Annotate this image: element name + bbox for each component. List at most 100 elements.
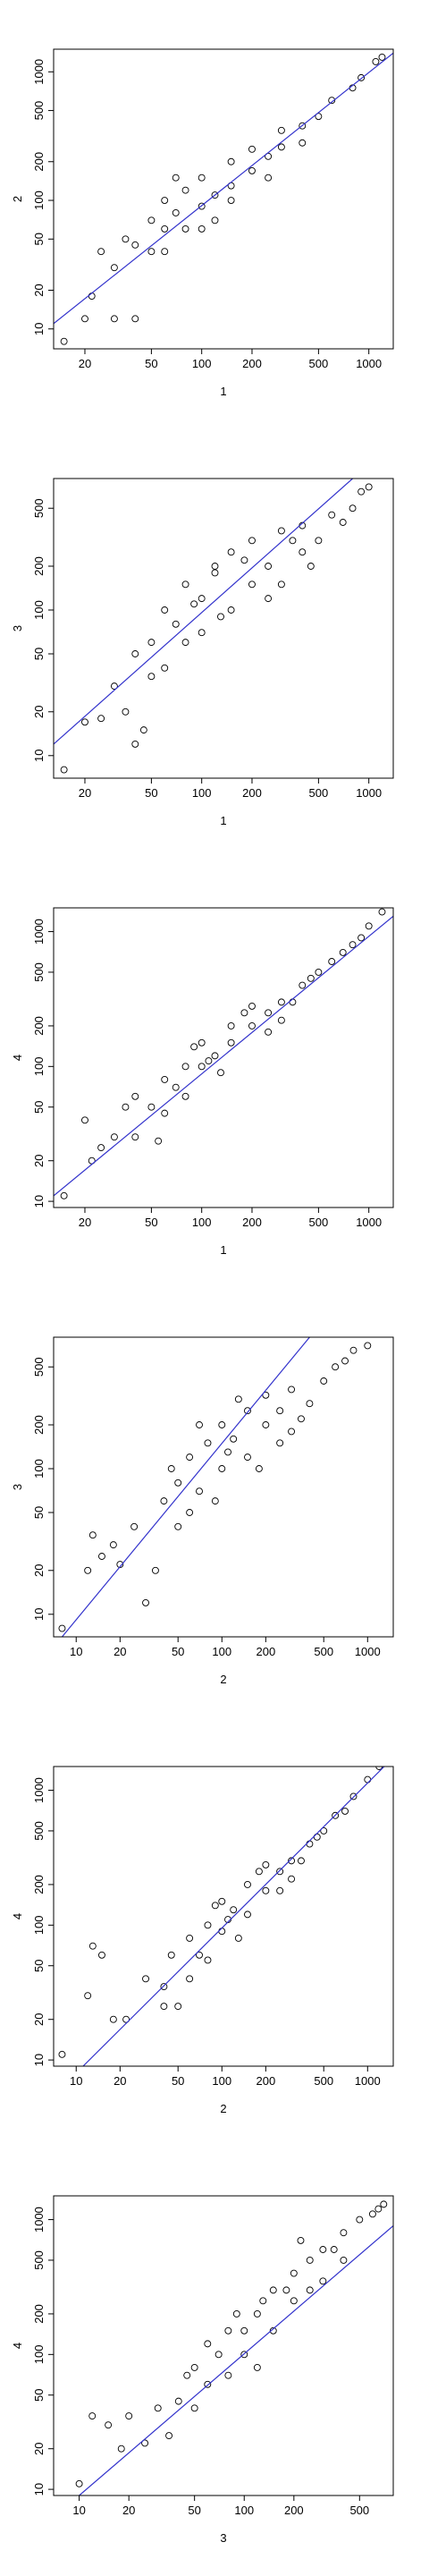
- point: [204, 1921, 212, 1929]
- point: [174, 2397, 182, 2405]
- point: [320, 1826, 328, 1835]
- point: [130, 1522, 139, 1530]
- point: [181, 225, 189, 233]
- point: [183, 2371, 191, 2379]
- point: [253, 2309, 261, 2318]
- point: [161, 225, 169, 233]
- x-tick-label: 500: [349, 2504, 369, 2517]
- point: [328, 97, 336, 105]
- point: [328, 511, 336, 519]
- point: [276, 1886, 284, 1894]
- point: [198, 174, 206, 182]
- point: [174, 2003, 182, 2011]
- point: [211, 1497, 219, 1505]
- point: [151, 1566, 159, 1574]
- point: [248, 166, 256, 174]
- y-tick-label: 500: [32, 498, 46, 518]
- x-tick-label: 10: [70, 1645, 82, 1658]
- y-tick-label: 20: [32, 1564, 46, 1577]
- x-tick-label: 1000: [356, 357, 382, 370]
- point: [110, 682, 118, 691]
- point: [198, 202, 206, 210]
- points: [58, 1337, 372, 1637]
- point: [60, 1191, 68, 1199]
- point: [277, 1016, 285, 1024]
- point: [196, 1951, 203, 1959]
- point: [198, 595, 206, 603]
- point: [262, 1421, 270, 1428]
- point: [60, 766, 68, 774]
- regression-line: [54, 479, 353, 745]
- point: [160, 2003, 168, 2011]
- point: [218, 1897, 226, 1905]
- point: [269, 2326, 277, 2334]
- point: [186, 1975, 194, 1983]
- point: [358, 487, 366, 496]
- scatter-panel: 20 50 100 200 500 1000 10 20 50 100 200 500 1000 1 2: [11, 48, 394, 398]
- point: [84, 1992, 92, 2000]
- point: [214, 2351, 223, 2359]
- point: [161, 664, 169, 672]
- y-tick-label: 200: [32, 1016, 46, 1036]
- y-tick-label: 20: [32, 284, 46, 296]
- point: [160, 1497, 168, 1505]
- point: [299, 139, 307, 147]
- point: [227, 157, 235, 165]
- point: [364, 1342, 372, 1350]
- point: [364, 1775, 372, 1784]
- point: [196, 1487, 203, 1496]
- x-axis-label: 1: [220, 1243, 226, 1257]
- point: [181, 1092, 189, 1100]
- point: [290, 2297, 298, 2305]
- point: [172, 1083, 180, 1091]
- x-tick-label: 100: [192, 786, 212, 800]
- point: [375, 1767, 383, 1770]
- point: [248, 145, 256, 153]
- point: [58, 1624, 66, 1632]
- point: [319, 2277, 327, 2285]
- point: [315, 113, 323, 121]
- point: [131, 1133, 139, 1141]
- plot-frame: [53, 1766, 394, 2067]
- point: [174, 1479, 182, 1487]
- point: [211, 563, 219, 570]
- y-tick-label: 100: [32, 1915, 46, 1935]
- x-tick-label: 500: [309, 357, 329, 370]
- y-tick-label: 500: [32, 1821, 46, 1841]
- point: [288, 1428, 296, 1436]
- y-tick-label: 10: [32, 2483, 46, 2496]
- x-tick-label: 50: [145, 786, 157, 800]
- point: [131, 315, 139, 323]
- point: [142, 1975, 149, 1983]
- point: [277, 126, 285, 134]
- point: [307, 563, 315, 570]
- point: [131, 740, 139, 748]
- point: [116, 1561, 124, 1568]
- point: [328, 958, 336, 965]
- point: [240, 556, 248, 564]
- x-tick-label: 1000: [356, 786, 382, 800]
- point: [230, 1906, 238, 1914]
- point: [341, 1807, 349, 1815]
- point: [204, 1439, 212, 1447]
- point: [378, 908, 386, 916]
- point: [365, 483, 373, 491]
- y-tick-label: 10: [32, 1195, 46, 1208]
- point: [277, 580, 285, 589]
- point: [262, 1886, 270, 1894]
- point: [97, 1144, 105, 1152]
- points: [54, 52, 393, 345]
- plot-frame: [53, 48, 394, 350]
- point: [218, 1421, 226, 1428]
- y-tick-label: 10: [32, 323, 46, 335]
- x-tick-label: 10: [72, 2504, 85, 2517]
- point: [211, 569, 219, 577]
- plot-frame: [53, 2195, 394, 2496]
- x-tick-label: 200: [242, 1216, 262, 1229]
- point: [161, 606, 169, 614]
- point: [122, 708, 130, 716]
- point: [224, 1448, 231, 1456]
- y-tick-label: 100: [32, 600, 46, 620]
- point: [217, 1069, 224, 1077]
- point: [358, 73, 366, 81]
